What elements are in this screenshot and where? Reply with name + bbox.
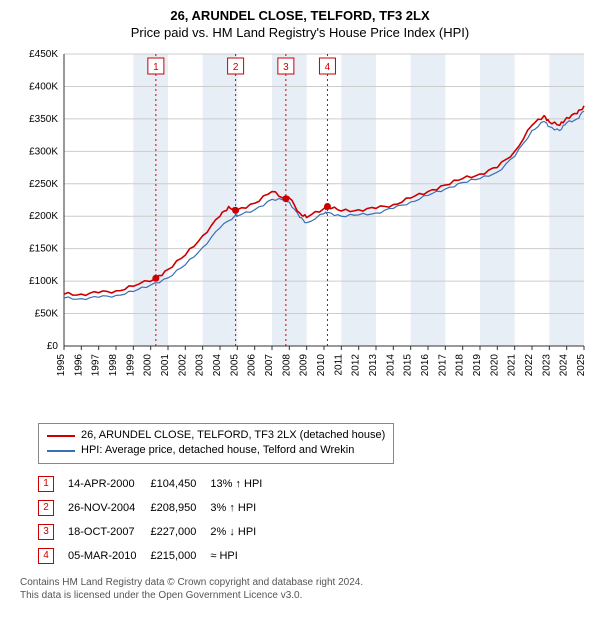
svg-text:2007: 2007 <box>264 354 275 377</box>
svg-text:2021: 2021 <box>507 354 518 377</box>
svg-text:2001: 2001 <box>160 354 171 377</box>
sale-delta: 3% ↑ HPI <box>210 496 276 520</box>
svg-text:1997: 1997 <box>91 354 102 377</box>
svg-text:£150K: £150K <box>29 244 58 255</box>
svg-text:2002: 2002 <box>177 354 188 377</box>
svg-text:1996: 1996 <box>73 354 84 377</box>
legend-label: 26, ARUNDEL CLOSE, TELFORD, TF3 2LX (det… <box>81 428 385 443</box>
footer-line: Contains HM Land Registry data © Crown c… <box>20 576 590 589</box>
sale-date: 18-OCT-2007 <box>68 520 150 544</box>
sale-delta: 2% ↓ HPI <box>210 520 276 544</box>
svg-text:2006: 2006 <box>247 354 258 377</box>
sale-badge: 4 <box>38 548 54 564</box>
svg-text:1999: 1999 <box>125 354 136 377</box>
sale-price: £208,950 <box>150 496 210 520</box>
legend-swatch <box>47 450 75 452</box>
sale-badge: 3 <box>38 524 54 540</box>
sale-date: 05-MAR-2010 <box>68 544 150 568</box>
svg-text:£400K: £400K <box>29 81 58 92</box>
svg-text:2016: 2016 <box>420 354 431 377</box>
sale-badge: 1 <box>38 476 54 492</box>
svg-text:2009: 2009 <box>299 354 310 377</box>
svg-text:2003: 2003 <box>195 354 206 377</box>
svg-text:£350K: £350K <box>29 114 58 125</box>
sale-badge: 2 <box>38 500 54 516</box>
svg-text:2014: 2014 <box>385 354 396 377</box>
footer-attribution: Contains HM Land Registry data © Crown c… <box>20 576 590 602</box>
svg-text:2020: 2020 <box>489 354 500 377</box>
svg-text:£300K: £300K <box>29 146 58 157</box>
svg-text:2011: 2011 <box>333 354 344 376</box>
svg-text:2008: 2008 <box>281 354 292 377</box>
sale-price: £227,000 <box>150 520 210 544</box>
svg-text:2: 2 <box>233 62 239 73</box>
svg-text:3: 3 <box>283 62 289 73</box>
svg-text:2004: 2004 <box>212 354 223 377</box>
svg-text:2025: 2025 <box>576 354 587 377</box>
sales-table: 1 14-APR-2000£104,45013% ↑ HPI 2 26-NOV-200… <box>38 472 276 568</box>
svg-text:2005: 2005 <box>229 354 240 377</box>
sale-price: £215,000 <box>150 544 210 568</box>
legend-swatch <box>47 435 75 437</box>
svg-text:£250K: £250K <box>29 179 58 190</box>
svg-text:1: 1 <box>153 62 159 73</box>
sale-date: 26-NOV-2004 <box>68 496 150 520</box>
svg-text:2017: 2017 <box>437 354 448 377</box>
svg-text:2024: 2024 <box>559 354 570 377</box>
page-subtitle: Price paid vs. HM Land Registry's House … <box>10 25 590 40</box>
svg-text:£200K: £200K <box>29 211 58 222</box>
table-row: 2 26-NOV-2004£208,9503% ↑ HPI <box>38 496 276 520</box>
price-chart: £0 £50K £100K £150K £200K £250K £300K £350K £400… <box>10 48 590 413</box>
svg-text:1998: 1998 <box>108 354 119 377</box>
page-title: 26, ARUNDEL CLOSE, TELFORD, TF3 2LX <box>10 8 590 23</box>
chart-svg: £0 £50K £100K £150K £200K £250K £300K £350K £400… <box>10 48 590 408</box>
sale-price: £104,450 <box>150 472 210 496</box>
sale-date: 14-APR-2000 <box>68 472 150 496</box>
svg-text:£50K: £50K <box>35 309 59 320</box>
svg-text:2010: 2010 <box>316 354 327 377</box>
legend-item: 26, ARUNDEL CLOSE, TELFORD, TF3 2LX (det… <box>47 428 385 443</box>
svg-text:2018: 2018 <box>455 354 466 377</box>
svg-text:£100K: £100K <box>29 276 58 287</box>
svg-text:2013: 2013 <box>368 354 379 377</box>
legend-item: HPI: Average price, detached house, Telf… <box>47 443 385 458</box>
legend-label: HPI: Average price, detached house, Telf… <box>81 443 354 458</box>
table-row: 3 18-OCT-2007£227,0002% ↓ HPI <box>38 520 276 544</box>
table-row: 4 05-MAR-2010£215,000≈ HPI <box>38 544 276 568</box>
sale-delta: ≈ HPI <box>210 544 276 568</box>
table-row: 1 14-APR-2000£104,45013% ↑ HPI <box>38 472 276 496</box>
svg-text:2015: 2015 <box>403 354 414 377</box>
svg-text:2023: 2023 <box>541 354 552 377</box>
svg-text:2000: 2000 <box>143 354 154 377</box>
svg-text:2022: 2022 <box>524 354 535 377</box>
svg-text:£0: £0 <box>47 341 59 352</box>
svg-text:4: 4 <box>325 62 331 73</box>
svg-text:2019: 2019 <box>472 354 483 377</box>
svg-text:£450K: £450K <box>29 49 58 60</box>
svg-text:2012: 2012 <box>351 354 362 377</box>
sale-delta: 13% ↑ HPI <box>210 472 276 496</box>
svg-text:1995: 1995 <box>56 354 67 377</box>
chart-legend: 26, ARUNDEL CLOSE, TELFORD, TF3 2LX (det… <box>38 423 394 464</box>
footer-line: This data is licensed under the Open Gov… <box>20 589 590 602</box>
